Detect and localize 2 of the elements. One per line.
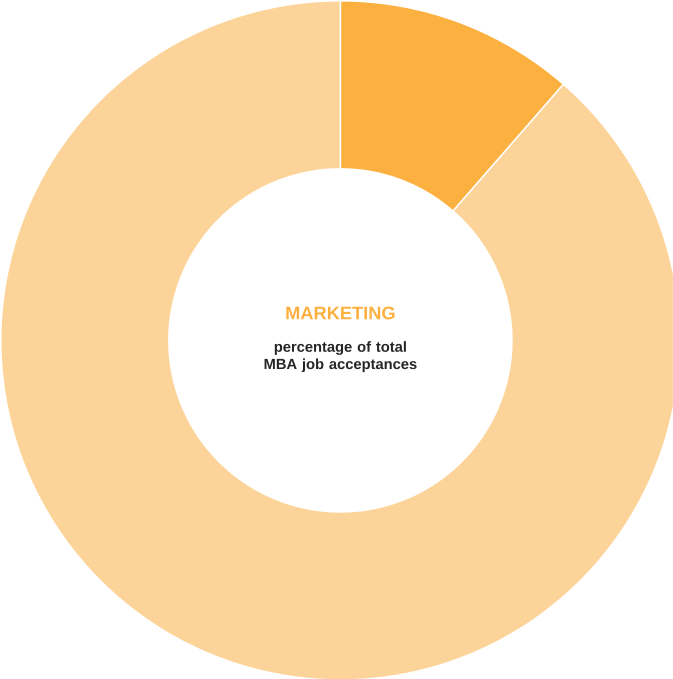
text: percentage of total MBA job acceptances [264,341,417,372]
text: MARKETING [286,306,395,320]
